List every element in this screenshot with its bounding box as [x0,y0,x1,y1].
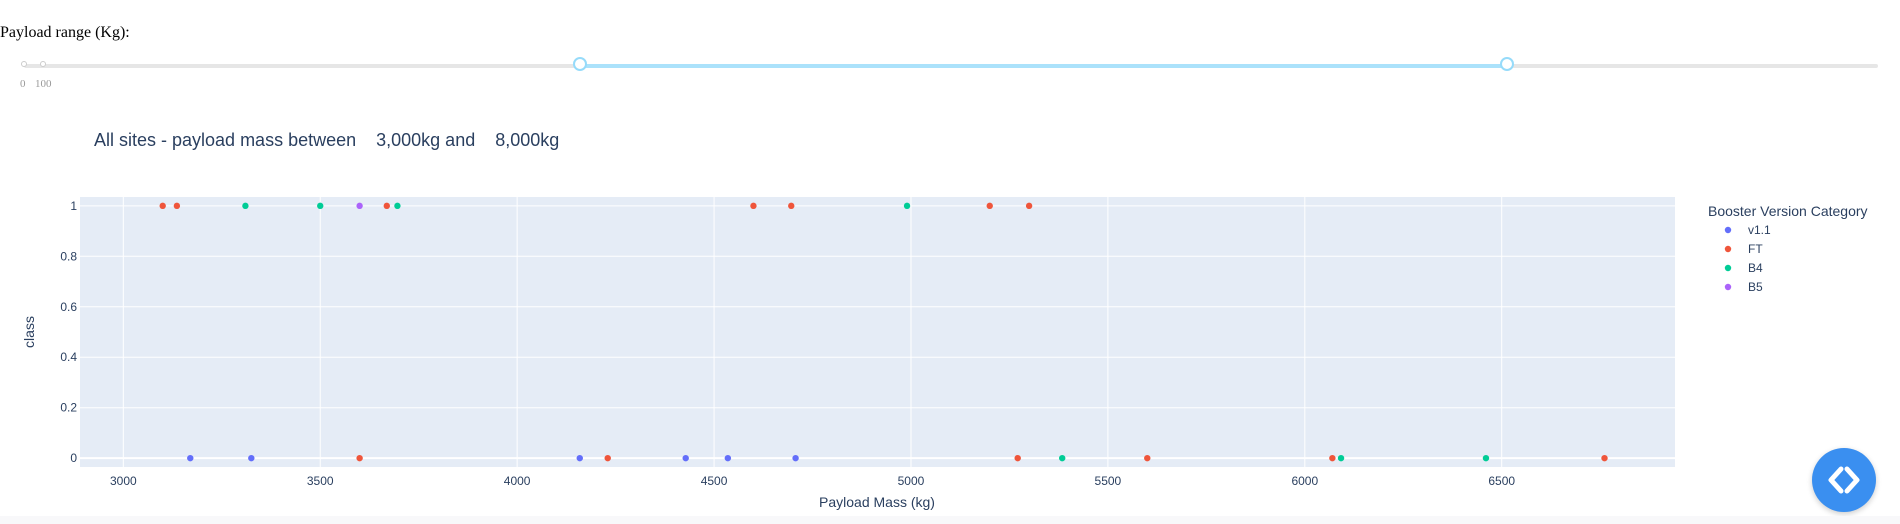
data-point-ft[interactable] [604,454,611,462]
slider-mark-dot-0 [21,61,27,67]
legend-marker [1724,264,1732,272]
legend-title: Booster Version Category [1708,203,1868,219]
data-point-b5[interactable] [356,202,363,210]
x-tick-label: 5500 [1095,474,1122,488]
x-tick-label: 4000 [504,474,531,488]
slider-handle-low[interactable] [573,57,588,71]
data-point-ft[interactable] [1025,202,1033,210]
data-point-ft[interactable] [383,202,390,210]
x-axis-label: Payload Mass (kg) [819,494,935,510]
legend-label: B5 [1748,280,1763,294]
legend[interactable]: v1.1 FT B4 B5 [1724,223,1771,294]
data-point-ft[interactable] [1014,454,1021,462]
grid-lines [80,197,1675,467]
y-tick-label: 0.8 [60,249,77,263]
y-tick-label: 0 [70,451,77,465]
data-point-b4[interactable] [903,202,911,210]
axis-ticks: 3000 3500 4000 4500 5000 5500 6000 6500 0 0.2 0.4 0… [60,199,1515,488]
data-point-v1-1[interactable] [248,454,255,462]
y-tick-label: 0.6 [60,300,77,314]
legend-marker [1724,245,1732,253]
data-point-ft[interactable] [750,202,757,210]
data-point-b4[interactable] [317,202,324,210]
legend-marker [1724,226,1732,234]
payload-range-slider[interactable] [21,57,1878,71]
data-point-b4[interactable] [1482,454,1490,462]
legend-item[interactable]: FT [1724,242,1764,256]
x-tick-label: 3500 [307,474,334,488]
legend-item[interactable]: v1.1 [1724,223,1771,237]
legend-item[interactable]: B5 [1724,280,1763,294]
data-point-b4[interactable] [1337,454,1345,462]
code-toggle-button[interactable] [1812,448,1876,512]
data-point-ft[interactable] [159,202,166,210]
slider-selected-range [580,64,1508,68]
data-points [159,202,1608,462]
data-point-ft[interactable] [1329,454,1336,462]
data-point-v1-1[interactable] [724,454,732,462]
legend-label: v1.1 [1748,223,1771,237]
slider-label: Payload range (Kg): [0,24,130,41]
data-point-ft[interactable] [1601,454,1608,462]
legend-marker [1724,283,1732,291]
legend-label: FT [1748,242,1763,256]
legend-label: B4 [1748,261,1763,275]
legend-item[interactable]: B4 [1724,261,1763,275]
chart-title: All sites - payload mass between 3,000kg… [94,130,560,150]
data-point-ft[interactable] [788,202,795,210]
x-tick-label: 6000 [1291,474,1318,488]
y-tick-label: 0.2 [60,401,77,415]
x-tick-label: 3000 [110,474,137,488]
y-tick-label: 1 [70,199,77,213]
data-point-v1-1[interactable] [576,454,583,462]
data-point-ft[interactable] [1144,454,1151,462]
slider-mark-label-100: 100 [35,78,52,90]
bottom-bar [0,516,1900,524]
data-point-b4[interactable] [394,202,401,210]
data-point-b4[interactable] [1059,454,1066,462]
data-point-ft[interactable] [986,202,993,210]
data-point-v1-1[interactable] [682,454,689,462]
slider-mark-label-0: 0 [20,78,26,90]
x-tick-label: 4500 [701,474,728,488]
data-point-ft[interactable] [356,454,363,462]
data-point-v1-1[interactable] [187,454,194,462]
y-axis-label: class [21,316,37,348]
plot-background [80,197,1675,467]
x-tick-label: 5000 [898,474,925,488]
slider-mark-dot-100 [40,61,46,67]
data-point-b4[interactable] [242,202,249,210]
data-point-v1-1[interactable] [792,454,799,462]
y-tick-label: 0.4 [60,350,77,364]
data-point-ft[interactable] [173,202,181,210]
x-tick-label: 6500 [1488,474,1515,488]
code-brackets-icon [1828,466,1860,494]
slider-handle-high[interactable] [1500,57,1515,71]
